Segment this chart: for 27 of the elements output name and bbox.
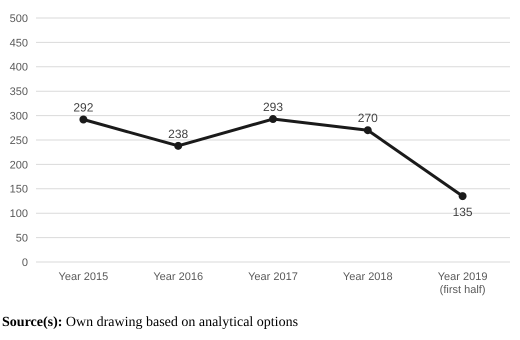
data-label: 293: [262, 100, 284, 114]
point: [174, 142, 182, 150]
point: [364, 126, 372, 134]
y-tick-label: 50: [16, 232, 28, 244]
point: [269, 115, 277, 123]
x-tick-label: Year 2017: [248, 271, 298, 283]
y-tick-label: 300: [10, 110, 28, 122]
data-label: 292: [73, 100, 94, 115]
y-tick-label: 450: [10, 37, 28, 50]
y-tick-label: 100: [10, 208, 28, 220]
data-label: 135: [452, 205, 473, 220]
y-tick-label: 150: [10, 184, 28, 196]
x-tick-label: Year 2015: [58, 271, 108, 283]
x-tick-label: Year 2019 (first half): [438, 271, 488, 296]
point: [458, 192, 467, 200]
data-label: 238: [168, 126, 189, 141]
y-tick-label: 500: [10, 12, 28, 25]
y-tick-label: 250: [10, 134, 28, 147]
y-tick-label: 200: [10, 159, 28, 172]
y-tick-label: 350: [10, 86, 28, 98]
source-note: Source(s): Own drawing based on analytical options: [2, 315, 298, 330]
data-label: 270: [358, 111, 378, 126]
x-tick-label: Year 2018: [342, 271, 393, 283]
x-tick-label: Year 2016: [153, 271, 204, 283]
y-tick-label: 0: [22, 256, 28, 269]
y-tick-label: 400: [10, 62, 28, 74]
point: [79, 116, 88, 124]
